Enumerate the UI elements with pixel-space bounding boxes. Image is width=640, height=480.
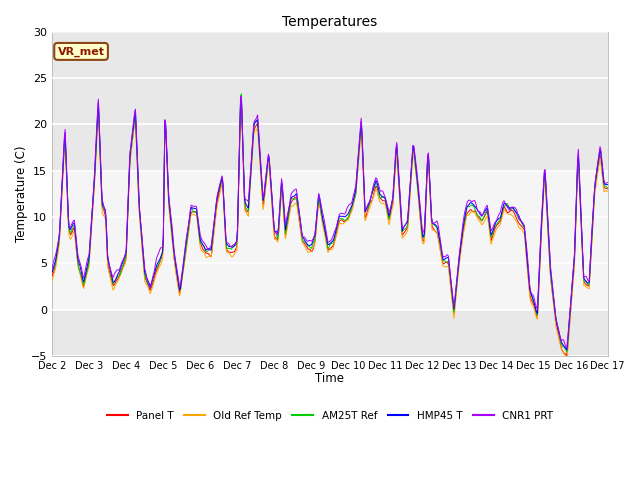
CNR1 PRT [604,180,612,185]
Bar [52,171,608,310]
AM25T Ref [115,273,123,279]
CNR1 PRT [115,267,123,273]
Title: Temperatures: Temperatures [282,15,378,29]
Panel T [604,186,612,192]
HMP45 T [172,261,180,266]
AM25T Ref [398,229,406,235]
X-axis label: Time: Time [316,372,344,385]
Y-axis label: Temperature (C): Temperature (C) [15,145,28,242]
CNR1 PRT [48,265,56,271]
CNR1 PRT [563,345,571,351]
Old Ref Temp [58,190,66,195]
Panel T [398,232,406,238]
AM25T Ref [237,91,245,97]
AM25T Ref [48,269,56,275]
Panel T [58,187,66,193]
Text: VR_met: VR_met [58,46,104,57]
HMP45 T [415,189,422,194]
Panel T [172,266,180,272]
CNR1 PRT [398,225,406,231]
HMP45 T [48,270,56,276]
Panel T [115,273,123,278]
HMP45 T [563,347,571,353]
HMP45 T [604,182,612,188]
Panel T [415,193,422,199]
AM25T Ref [172,263,180,268]
CNR1 PRT [172,258,180,264]
AM25T Ref [201,246,209,252]
Panel T [48,273,56,279]
CNR1 PRT [237,94,245,99]
Panel T [201,249,209,254]
AM25T Ref [604,185,612,191]
HMP45 T [237,94,245,99]
Line: Panel T: Panel T [52,101,608,356]
Line: HMP45 T: HMP45 T [52,96,608,350]
CNR1 PRT [201,241,209,247]
Legend: Panel T, Old Ref Temp, AM25T Ref, HMP45 T, CNR1 PRT: Panel T, Old Ref Temp, AM25T Ref, HMP45 … [102,407,557,425]
Old Ref Temp [201,252,209,258]
AM25T Ref [563,349,571,355]
HMP45 T [398,228,406,234]
Line: AM25T Ref: AM25T Ref [52,94,608,352]
Old Ref Temp [48,278,56,284]
HMP45 T [115,269,123,275]
Old Ref Temp [563,356,571,362]
Old Ref Temp [172,268,180,274]
Old Ref Temp [415,196,422,202]
Panel T [563,353,571,359]
Line: CNR1 PRT: CNR1 PRT [52,96,608,348]
Old Ref Temp [115,275,123,281]
HMP45 T [201,246,209,252]
Line: Old Ref Temp: Old Ref Temp [52,104,608,359]
Panel T [237,98,245,104]
AM25T Ref [58,182,66,188]
Old Ref Temp [604,189,612,194]
CNR1 PRT [58,181,66,187]
AM25T Ref [415,190,422,196]
HMP45 T [58,182,66,188]
Old Ref Temp [237,101,245,107]
CNR1 PRT [415,184,422,190]
Old Ref Temp [398,235,406,241]
